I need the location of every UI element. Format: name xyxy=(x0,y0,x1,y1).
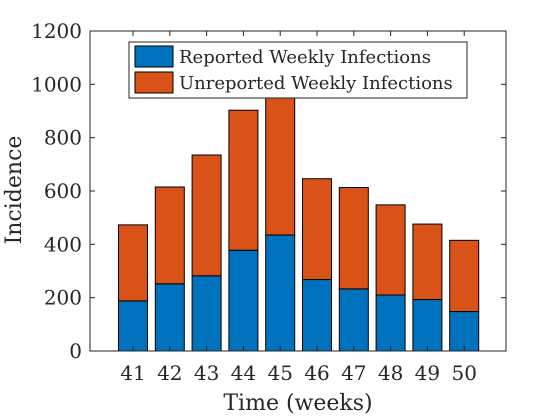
y-tick-label: 1200 xyxy=(31,19,82,43)
y-axis-label: Incidence xyxy=(2,136,27,245)
legend-swatch-reported xyxy=(134,45,174,68)
x-tick-label: 48 xyxy=(378,361,403,385)
bar-unreported-week-46 xyxy=(302,178,332,281)
y-tick-label: 1000 xyxy=(31,72,82,96)
x-tick-label: 46 xyxy=(304,361,329,385)
x-tick-label: 41 xyxy=(120,361,145,385)
bar-unreported-week-44 xyxy=(228,109,259,251)
bar-reported-week-43 xyxy=(191,275,222,351)
x-tick-label: 50 xyxy=(451,361,476,385)
bar-unreported-week-49 xyxy=(412,223,443,301)
y-tick-label: 600 xyxy=(44,179,82,203)
y-tick-label: 400 xyxy=(44,232,82,256)
bar-unreported-week-42 xyxy=(154,186,185,285)
x-tick-label: 49 xyxy=(415,361,440,385)
bar-reported-week-44 xyxy=(228,249,259,351)
bar-unreported-week-41 xyxy=(118,224,148,302)
bar-reported-week-49 xyxy=(412,299,443,351)
bar-reported-week-47 xyxy=(338,288,369,351)
bar-reported-week-42 xyxy=(154,283,185,351)
bar-unreported-week-50 xyxy=(449,239,480,313)
bar-reported-week-48 xyxy=(375,294,406,351)
legend-box xyxy=(128,41,468,99)
bar-reported-week-50 xyxy=(449,311,480,351)
x-tick-label: 42 xyxy=(157,361,182,385)
legend-label-reported: Reported Weekly Infections xyxy=(179,47,431,68)
bar-unreported-week-47 xyxy=(338,187,369,290)
x-tick-label: 44 xyxy=(231,361,256,385)
x-tick-label: 45 xyxy=(267,361,292,385)
x-tick-label: 47 xyxy=(341,361,366,385)
x-tick-label: 43 xyxy=(194,361,219,385)
bar-unreported-week-45 xyxy=(265,97,296,236)
bar-reported-week-41 xyxy=(118,300,148,351)
axes-layer xyxy=(89,30,507,352)
y-tick-label: 800 xyxy=(44,126,82,150)
x-axis-label: Time (weeks) xyxy=(223,391,372,416)
y-tick-label: 200 xyxy=(44,286,82,310)
bar-reported-week-46 xyxy=(302,279,332,351)
bar-unreported-week-48 xyxy=(375,204,406,296)
legend: Reported Weekly Infections Unreported Wee… xyxy=(128,41,468,99)
bar-reported-week-45 xyxy=(265,234,296,351)
legend-swatch-unreported xyxy=(134,71,174,94)
bar-unreported-week-43 xyxy=(191,154,222,277)
tick-labels-layer: 0 200 400 600 800 1000 1200 41 42 43 44 45 46 47 48 49 5… xyxy=(31,19,477,385)
bars-layer xyxy=(118,97,480,351)
legend-label-unreported: Unreported Weekly Infections xyxy=(179,73,453,94)
y-tick-label: 0 xyxy=(69,339,82,363)
